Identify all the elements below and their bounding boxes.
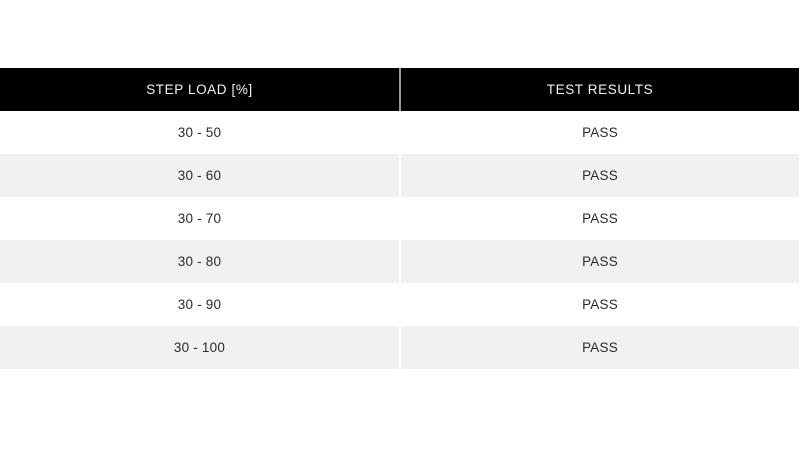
- table-header: STEP LOAD [%] TEST RESULTS: [0, 68, 799, 111]
- cell-step-load: 30 - 60: [0, 154, 401, 197]
- cell-test-result: PASS: [400, 197, 799, 240]
- cell-step-load: 30 - 50: [0, 111, 401, 154]
- cell-test-result: PASS: [400, 240, 799, 283]
- cell-test-result: PASS: [400, 111, 799, 154]
- table-row: 30 - 60 PASS: [0, 154, 799, 197]
- cell-step-load: 30 - 100: [0, 326, 401, 369]
- column-header-step-load: STEP LOAD [%]: [0, 68, 401, 111]
- table-row: 30 - 100 PASS: [0, 326, 799, 369]
- step-load-test-results-table: STEP LOAD [%] TEST RESULTS 30 - 50 PASS …: [0, 68, 799, 369]
- table-row: 30 - 90 PASS: [0, 283, 799, 326]
- cell-step-load: 30 - 90: [0, 283, 401, 326]
- table-header-row: STEP LOAD [%] TEST RESULTS: [0, 68, 799, 111]
- table-row: 30 - 70 PASS: [0, 197, 799, 240]
- cell-test-result: PASS: [400, 283, 799, 326]
- cell-step-load: 30 - 70: [0, 197, 401, 240]
- cell-test-result: PASS: [400, 326, 799, 369]
- table-body: 30 - 50 PASS 30 - 60 PASS 30 - 70 PASS 3…: [0, 111, 799, 369]
- table-row: 30 - 80 PASS: [0, 240, 799, 283]
- column-header-test-results: TEST RESULTS: [400, 68, 799, 111]
- cell-test-result: PASS: [400, 154, 799, 197]
- table-row: 30 - 50 PASS: [0, 111, 799, 154]
- cell-step-load: 30 - 80: [0, 240, 401, 283]
